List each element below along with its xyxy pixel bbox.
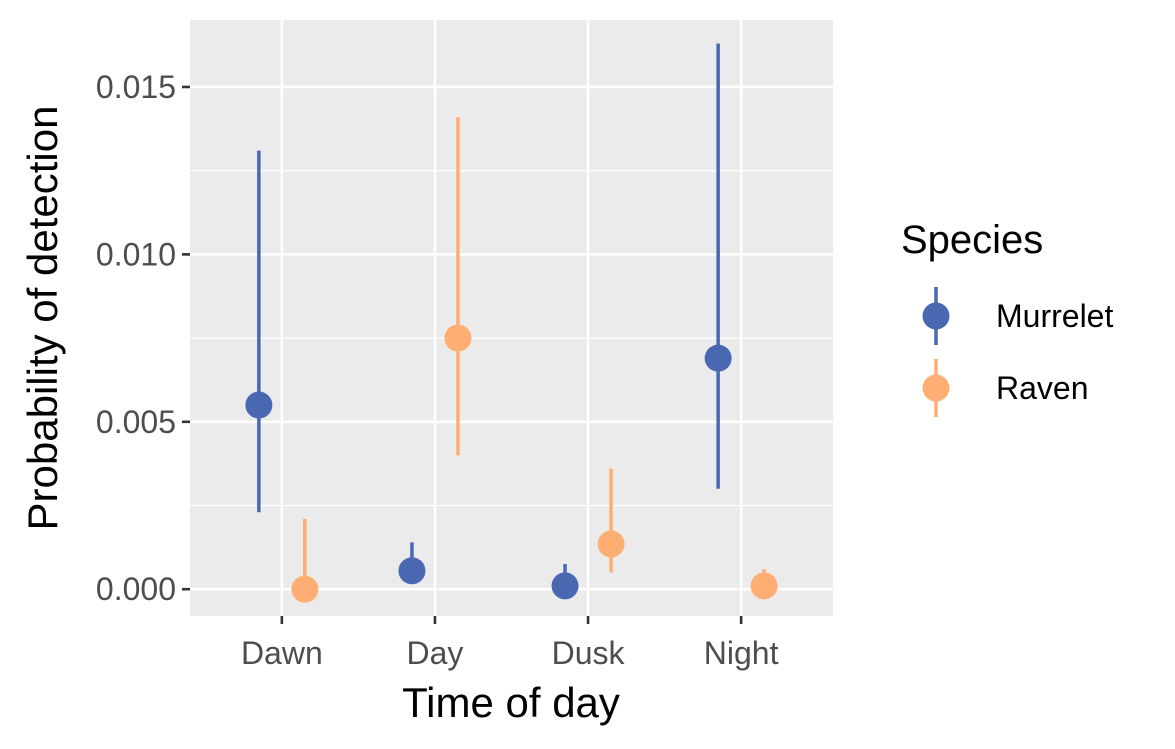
- point-murrelet: [551, 572, 579, 600]
- point-raven: [597, 530, 625, 558]
- legend-label: Murrelet: [996, 298, 1113, 334]
- legend-label: Raven: [996, 370, 1089, 406]
- y-tick-label: 0.005: [96, 404, 176, 440]
- legend-key-point: [922, 302, 950, 330]
- y-axis-title: Probability of detection: [19, 106, 66, 531]
- point-murrelet: [704, 344, 732, 372]
- legend-key-point: [922, 374, 950, 402]
- point-raven: [291, 575, 319, 603]
- minor-gridlines: [190, 170, 833, 507]
- point-murrelet: [398, 557, 426, 585]
- x-tick-label: Dusk: [552, 635, 626, 671]
- x-tick-label: Night: [704, 635, 779, 671]
- x-axis: Dawn Day Dusk Night: [241, 616, 779, 671]
- point-raven: [444, 324, 472, 352]
- legend-title: Species: [901, 218, 1043, 262]
- data-marks: [245, 43, 778, 603]
- y-tick-label: 0.000: [96, 571, 176, 607]
- x-tick-label: Day: [406, 635, 463, 671]
- legend: Species Murrelet Raven: [901, 218, 1113, 417]
- x-tick-label: Dawn: [241, 635, 323, 671]
- x-axis-title: Time of day: [402, 679, 620, 726]
- y-axis: 0.000 0.005 0.010 0.015: [96, 69, 190, 607]
- y-tick-label: 0.015: [96, 69, 176, 105]
- point-murrelet: [245, 391, 273, 419]
- point-raven: [750, 572, 778, 600]
- y-tick-label: 0.010: [96, 236, 176, 272]
- panel-background: [190, 20, 833, 616]
